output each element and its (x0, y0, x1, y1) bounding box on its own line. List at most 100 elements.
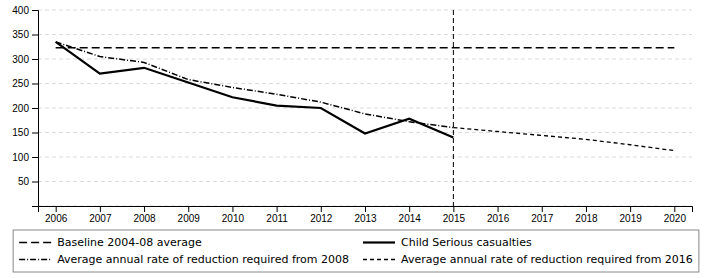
legend-frame (13, 230, 699, 272)
tick: 150 (12, 127, 38, 138)
tick-label: 250 (12, 78, 29, 89)
tick-mark (32, 59, 38, 60)
series-line (56, 42, 454, 138)
tick: 2017 (531, 206, 554, 224)
grid-line (38, 181, 692, 182)
tick-mark (32, 10, 38, 11)
axis-line (39, 207, 693, 213)
series-line (453, 128, 674, 151)
tick-mark (32, 206, 38, 207)
tick-label: 2019 (620, 213, 643, 224)
tick: 2014 (399, 206, 422, 224)
legend-item: Average annual rate of reduction require… (19, 253, 349, 266)
legend-item: Child Serious casualties (363, 236, 532, 249)
tick-label: 2011 (266, 213, 288, 224)
legend-swatch (363, 241, 395, 243)
grid-line (38, 59, 692, 60)
grid-line (38, 157, 692, 158)
tick-mark (498, 206, 499, 212)
tick-mark (32, 182, 38, 183)
tick-mark (453, 206, 454, 212)
tick: 2007 (89, 206, 112, 224)
tick-label: 150 (12, 127, 29, 138)
tick-mark (365, 206, 366, 212)
tick-mark (586, 206, 587, 212)
tick-label: 2015 (443, 213, 466, 224)
tick-mark (409, 206, 410, 212)
tick: 50 (18, 176, 38, 187)
tick-label: 2016 (487, 213, 510, 224)
tick-label: 50 (18, 176, 30, 187)
tick: 2008 (133, 206, 156, 224)
grid-line (38, 83, 692, 84)
legend-swatch (363, 259, 395, 260)
tick-label: 2007 (89, 213, 112, 224)
tick: 300 (12, 54, 38, 65)
tick-mark (321, 206, 322, 212)
tick: 2015 (443, 206, 466, 224)
grid-line (38, 108, 692, 109)
tick: 400 (12, 5, 38, 16)
legend-label: Average annual rate of reduction require… (57, 253, 349, 266)
tick-label: 2017 (531, 213, 554, 224)
tick-mark (32, 108, 38, 109)
vertical-line (453, 10, 454, 206)
tick-mark (100, 206, 101, 212)
chart: 2006 2007 2008 2009 2010 2011 2012 2013 2014 2015… (0, 0, 712, 278)
legend-label: Baseline 2004-08 average (57, 236, 202, 249)
tick-label: 2006 (45, 213, 68, 224)
y-axis: 50 100 150 200 250 300 350 400 (12, 5, 38, 207)
tick: 2011 (266, 206, 288, 224)
tick (32, 206, 38, 207)
axis-line (32, 11, 39, 207)
tick-mark (674, 206, 675, 212)
tick: 2012 (310, 206, 333, 224)
tick-mark (32, 84, 38, 85)
tick-mark (32, 157, 38, 158)
tick-mark (56, 206, 57, 212)
series-line (56, 42, 454, 128)
plot: 2006 2007 2008 2009 2010 2011 2012 2013 2014 2015… (12, 5, 692, 224)
tick-label: 100 (12, 152, 29, 163)
tick-label: 400 (12, 5, 29, 16)
tick-label: 350 (12, 29, 29, 40)
tick-label: 2018 (575, 213, 598, 224)
grid (38, 10, 692, 206)
tick-mark (542, 206, 543, 212)
tick-mark (144, 206, 145, 212)
tick: 350 (12, 29, 38, 40)
tick-mark (32, 35, 38, 36)
x-axis: 2006 2007 2008 2009 2010 2011 2012 2013 2014 2015… (39, 206, 693, 224)
marks (56, 10, 675, 206)
tick: 2013 (354, 206, 377, 224)
tick-label: 2010 (222, 213, 245, 224)
tick-label: 2012 (310, 213, 333, 224)
tick-label: 300 (12, 54, 29, 65)
legend-swatch (19, 242, 51, 243)
tick: 2019 (620, 206, 643, 224)
tick-mark (232, 206, 233, 212)
tick-label: 2014 (399, 213, 422, 224)
legend-swatch (19, 259, 51, 261)
tick-label: 2013 (354, 213, 377, 224)
tick: 2010 (222, 206, 245, 224)
tick-label: 2009 (178, 213, 201, 224)
legend-label: Child Serious casualties (401, 236, 532, 249)
tick: 100 (12, 152, 38, 163)
series-line (56, 47, 675, 48)
legend-label: Average annual rate of reduction require… (401, 253, 693, 266)
tick: 250 (12, 78, 38, 89)
tick-label: 2020 (664, 213, 687, 224)
tick-mark (277, 206, 278, 212)
legend-item: Average annual rate of reduction require… (363, 253, 693, 266)
legend: Baseline 2004-08 average Average annual r… (13, 230, 699, 272)
grid-line (38, 10, 692, 11)
tick-label: 200 (12, 103, 29, 114)
tick-label: 2008 (133, 213, 156, 224)
grid-line (38, 34, 692, 35)
tick: 2018 (575, 206, 598, 224)
tick: 2009 (178, 206, 201, 224)
tick: 2006 (45, 206, 68, 224)
tick: 200 (12, 103, 38, 114)
tick-mark (188, 206, 189, 212)
